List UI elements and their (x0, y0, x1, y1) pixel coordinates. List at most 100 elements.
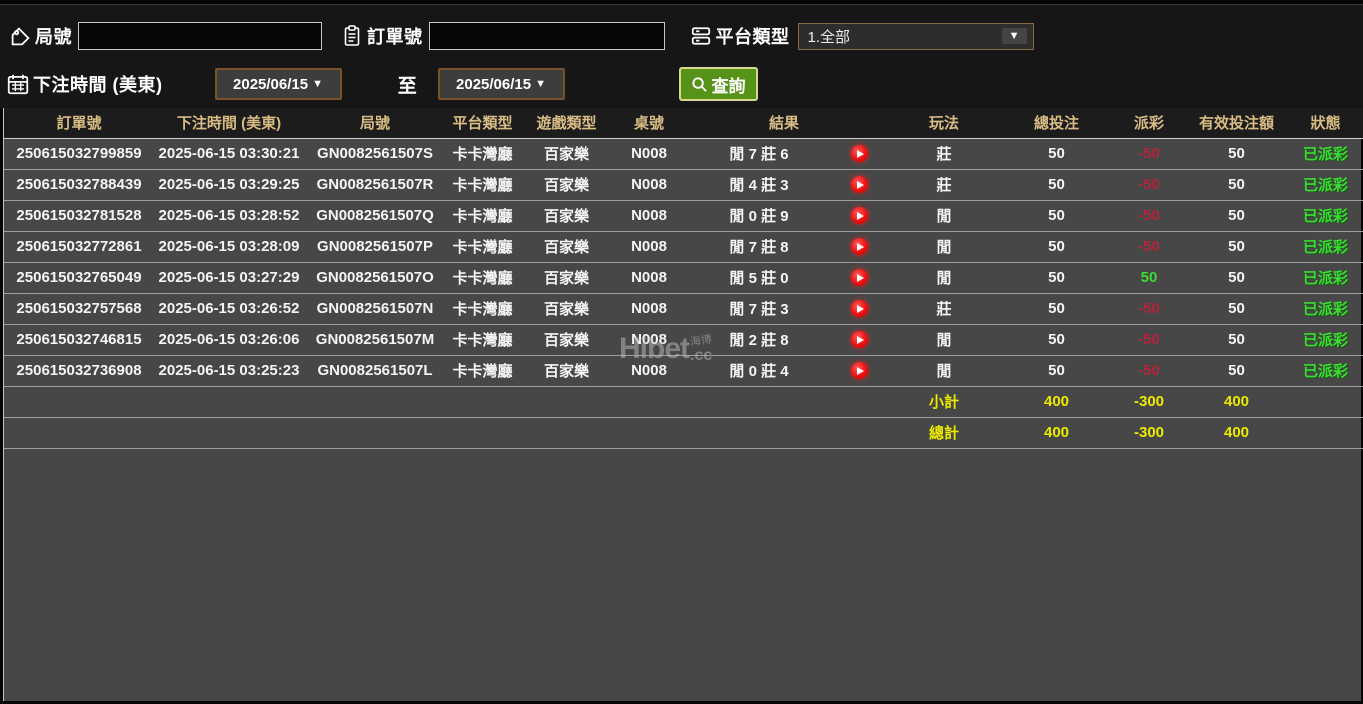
cell-valid-bet: 50 (1189, 261, 1285, 293)
table-row: 250615032746815 2025-06-15 03:26:06 GN0082… (4, 323, 1363, 355)
cell-valid-bet: 50 (1189, 230, 1285, 262)
table-row: 250615032765049 2025-06-15 03:27:29 GN0082… (4, 261, 1363, 293)
cell-empty (446, 416, 519, 449)
cell-game-type: 百家樂 (519, 292, 614, 324)
col-header-valid-bet: 有效投注額 (1189, 108, 1285, 139)
order-no-label: 訂單號 (367, 27, 423, 47)
cell-total-bet: 50 (1004, 199, 1110, 231)
cell-empty (304, 385, 446, 417)
cell-play-method: 莊 (884, 292, 1005, 324)
play-video-icon[interactable] (850, 362, 868, 380)
cell-game-type: 百家樂 (519, 230, 614, 262)
cell-platform: 卡卡灣廳 (446, 261, 519, 293)
cell-status: 已派彩 (1284, 292, 1363, 324)
cell-play-video (834, 230, 885, 262)
clipboard-icon (340, 24, 364, 48)
cell-empty (4, 416, 154, 449)
cell-platform: 卡卡灣廳 (446, 199, 519, 231)
cell-payout: -50 (1109, 354, 1190, 386)
game-no-input[interactable] (78, 22, 322, 50)
total-payout: -300 (1109, 416, 1190, 449)
subtotal-payout: -300 (1109, 385, 1190, 417)
cell-total-bet: 50 (1004, 292, 1110, 324)
cell-platform: 卡卡灣廳 (446, 230, 519, 262)
cell-table-no: N008 (614, 292, 684, 324)
cell-play-method: 閒 (884, 230, 1005, 262)
cell-play-video (834, 168, 885, 200)
cell-empty (834, 416, 885, 449)
cell-bet-time: 2025-06-15 03:26:52 (154, 292, 304, 324)
play-video-icon[interactable] (850, 176, 868, 194)
date-to-picker[interactable]: 2025/06/15 ▼ (437, 68, 565, 100)
cell-play-method: 莊 (936, 146, 952, 163)
table-row: 250615032736908 2025-06-15 03:25:23 GN0082… (4, 354, 1363, 386)
play-video-icon[interactable] (850, 300, 868, 318)
cell-bet-time: 2025-06-15 03:27:29 (154, 261, 304, 293)
bet-records-table: 訂單號 下注時間 (美東) 局號 平台類型 遊戲類型 桌號 結果 玩法 總投注 派彩 有效投注額 狀態… (4, 108, 1363, 449)
table-row: 250615032788439 2025-06-15 03:29:25 GN0082… (4, 168, 1363, 200)
col-header-game-type: 遊戲類型 (519, 108, 614, 139)
bet-time-label: 下注時間 (美東) (33, 75, 163, 95)
chevron-down-icon: ▼ (312, 78, 323, 90)
cell-payout: -50 (1109, 323, 1190, 355)
cell-game-no: GN0082561507M (304, 323, 446, 355)
cell-empty (154, 385, 304, 417)
cell-result: 閒 7 莊 3 (684, 292, 834, 324)
cell-status: 已派彩 (1284, 199, 1363, 231)
cell-order-no: 250615032788439 (4, 168, 154, 200)
subtotal-row: 小計 400 -300 400 (4, 385, 1363, 417)
cell-game-type: 百家樂 (519, 261, 614, 293)
subtotal-total-bet: 400 (1004, 385, 1110, 417)
results-area: 訂單號 下注時間 (美東) 局號 平台類型 遊戲類型 桌號 結果 玩法 總投注 派彩 有效投注額 狀態… (3, 108, 1363, 701)
cell-bet-time: 2025-06-15 03:28:09 (154, 230, 304, 262)
game-no-label: 局號 (35, 27, 72, 47)
play-video-icon[interactable] (850, 269, 868, 287)
cell-play-video (834, 354, 885, 386)
cell-play-video (834, 323, 885, 355)
cell-play-method: 閒 (884, 354, 1005, 386)
cell-order-no: 250615032781528 (4, 199, 154, 231)
table-row: 250615032772861 2025-06-15 03:28:09 GN0082… (4, 230, 1363, 262)
play-video-icon[interactable] (850, 207, 868, 225)
cell-empty (154, 416, 304, 449)
col-header-total-bet: 總投注 (1004, 108, 1110, 139)
chevron-down-icon: ▼ (1001, 28, 1027, 44)
cell-total-bet: 50 (1004, 168, 1110, 200)
table-row: 250615032781528 2025-06-15 03:28:52 GN0082… (4, 199, 1363, 231)
total-label: 總計 (884, 416, 1005, 449)
col-header-order-no: 訂單號 (4, 108, 154, 139)
date-from-value: 2025/06/15 (233, 75, 309, 93)
cell-platform: 卡卡灣廳 (446, 168, 519, 200)
cell-bet-time: 2025-06-15 03:26:06 (154, 323, 304, 355)
tag-icon (8, 24, 32, 48)
platform-type-label: 平台類型 (715, 27, 790, 47)
cell-bet-time: 2025-06-15 03:29:25 (154, 168, 304, 200)
cell-table-no: N008 (614, 230, 684, 262)
play-video-icon[interactable] (850, 145, 868, 163)
query-button[interactable]: 查詢 (678, 67, 758, 101)
cell-valid-bet: 50 (1189, 292, 1285, 324)
platform-type-select[interactable]: 1.全部 ▼ (797, 22, 1034, 50)
play-video-icon[interactable] (850, 238, 868, 256)
cell-empty (614, 416, 684, 449)
subtotal-valid-bet: 400 (1189, 385, 1285, 417)
cell-empty (1284, 416, 1363, 449)
date-from-picker[interactable]: 2025/06/15 ▼ (214, 68, 342, 100)
cell-platform: 卡卡灣廳 (452, 146, 513, 163)
col-header-payout: 派彩 (1109, 108, 1190, 139)
cell-valid-bet: 50 (1189, 199, 1285, 231)
total-total-bet: 400 (1004, 416, 1110, 449)
order-no-input[interactable] (428, 22, 665, 50)
cell-status: 已派彩 (1284, 354, 1363, 386)
cell-table-no: N008 (614, 354, 684, 386)
cell-total-bet: 50 (1004, 230, 1110, 262)
table-header-row: 訂單號 下注時間 (美東) 局號 平台類型 遊戲類型 桌號 結果 玩法 總投注 派彩 有效投注額 狀態 (4, 108, 1363, 139)
cell-platform: 卡卡灣廳 (446, 354, 519, 386)
play-video-icon[interactable] (850, 331, 868, 349)
cell-order-no: 250615032757568 (4, 292, 154, 324)
cell-valid-bet: 50 (1228, 145, 1245, 162)
col-header-table-no: 桌號 (614, 108, 684, 139)
cell-result: 閒 7 莊 8 (684, 230, 834, 262)
cell-empty (4, 385, 154, 417)
cell-play-method: 閒 (884, 261, 1005, 293)
